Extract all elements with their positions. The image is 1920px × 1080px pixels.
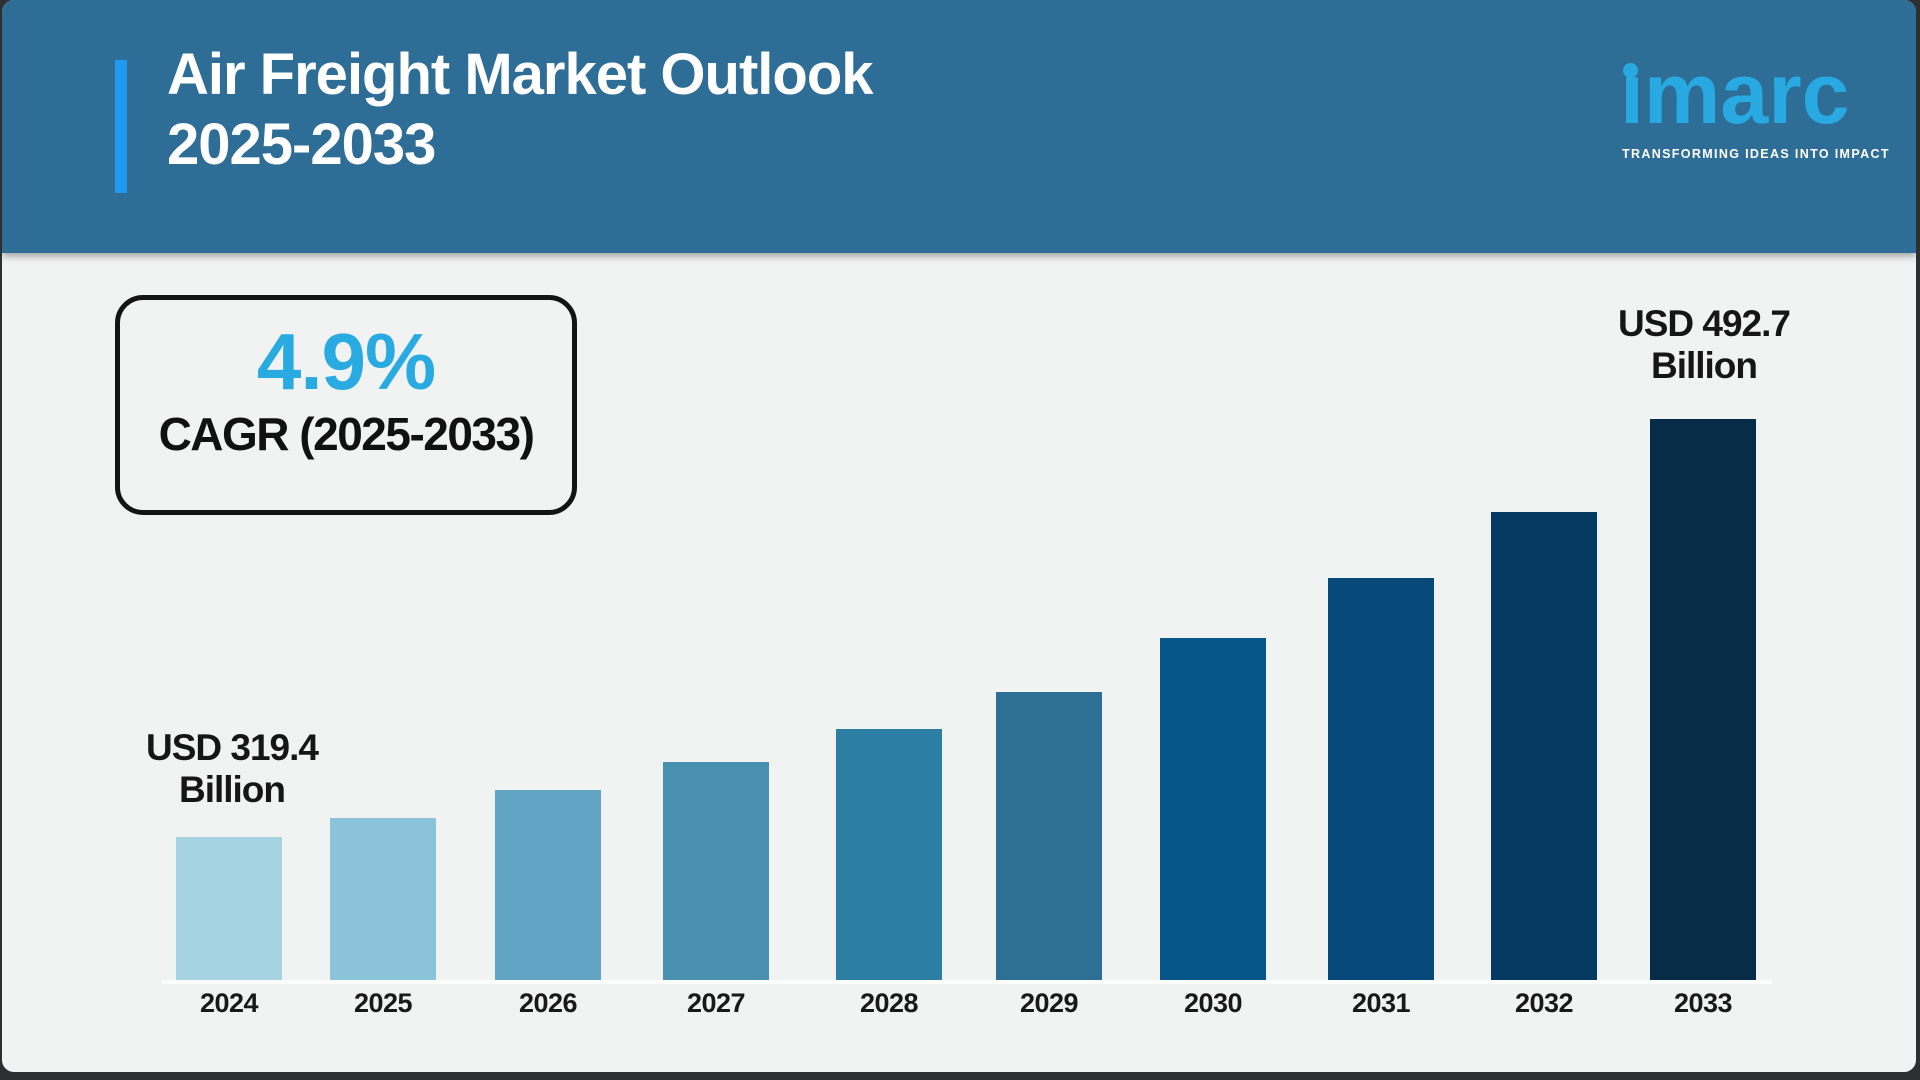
- end-value-line1: USD 492.7: [1618, 303, 1791, 344]
- page-title: Air Freight Market Outlook 2025-2033: [167, 40, 874, 180]
- end-value-line2: Billion: [1650, 345, 1758, 386]
- start-value-line2: Billion: [178, 769, 286, 810]
- bar-2033: [1650, 419, 1756, 980]
- end-value-annotation: USD 492.7 Billion: [1574, 303, 1834, 387]
- x-axis-label-2028: 2028: [859, 988, 919, 1018]
- bar-2025: [330, 818, 436, 980]
- logo-i-dot-icon: [1623, 63, 1638, 78]
- x-axis-label-2024: 2024: [199, 988, 259, 1018]
- bar-2029: [996, 692, 1102, 980]
- bar-2032: [1491, 512, 1597, 980]
- title-accent-bar: [115, 60, 127, 193]
- bar-2026: [495, 790, 601, 980]
- bar-2027: [663, 762, 769, 980]
- logo-wordmark: ımarc: [1620, 46, 1850, 142]
- x-axis-label-2027: 2027: [686, 988, 746, 1018]
- start-value-annotation: USD 319.4 Billion: [102, 727, 362, 811]
- cagr-value: 4.9%: [256, 317, 436, 406]
- start-value-line1: USD 319.4: [146, 727, 319, 768]
- header-band: Air Freight Market Outlook 2025-2033 ıma…: [2, 0, 1916, 253]
- page-title-line1: Air Freight Market Outlook: [167, 42, 874, 107]
- bar-2031: [1328, 578, 1434, 980]
- page-title-line2: 2025-2033: [167, 112, 436, 177]
- bar-2030: [1160, 638, 1266, 980]
- bar-2024: [176, 837, 282, 980]
- x-axis-label-2032: 2032: [1514, 988, 1574, 1018]
- logo-tagline: TRANSFORMING IDEAS INTO IMPACT: [1622, 147, 1890, 161]
- x-axis-label-2031: 2031: [1351, 988, 1411, 1018]
- x-axis-baseline: [162, 980, 1772, 984]
- x-axis-label-2033: 2033: [1673, 988, 1733, 1018]
- x-axis-label-2030: 2030: [1183, 988, 1243, 1018]
- bar-2028: [836, 729, 942, 980]
- x-axis-label-2029: 2029: [1019, 988, 1079, 1018]
- x-axis-label-2026: 2026: [518, 988, 578, 1018]
- cagr-callout-box: 4.9% CAGR (2025-2033): [115, 295, 577, 515]
- cagr-label: CAGR (2025-2033): [158, 408, 535, 460]
- x-axis-label-2025: 2025: [353, 988, 413, 1018]
